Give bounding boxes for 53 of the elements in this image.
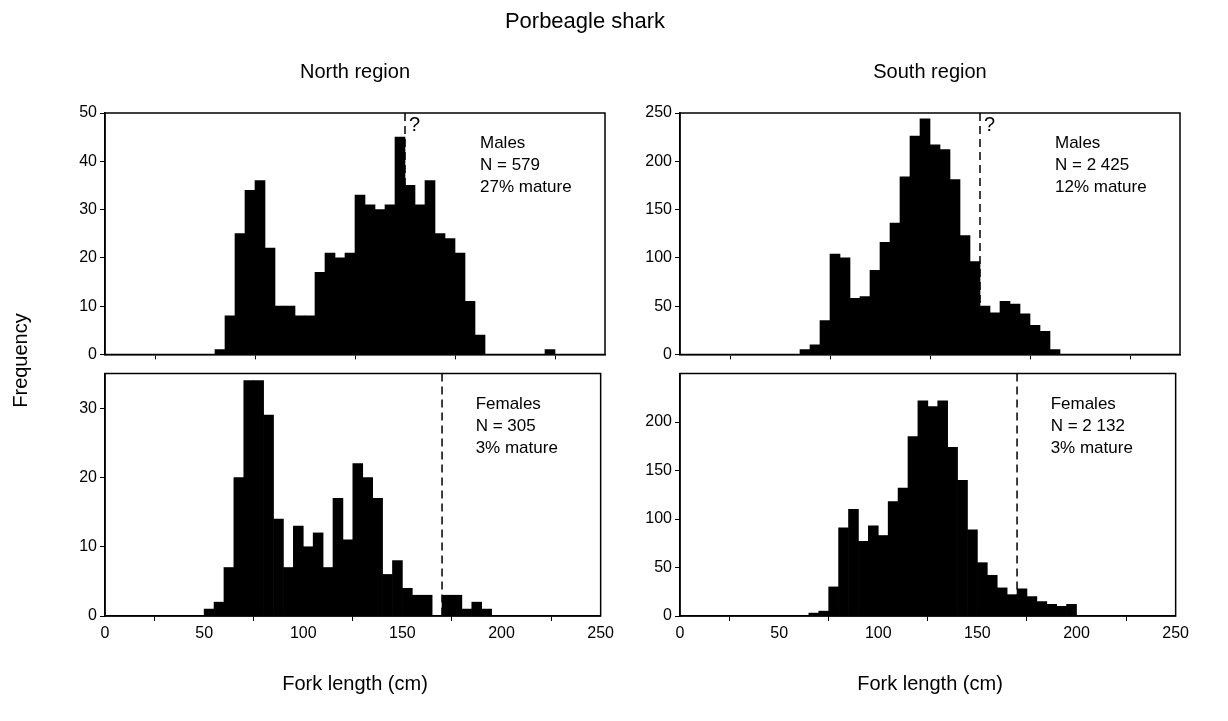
x-tick-label: 150 bbox=[389, 624, 416, 642]
y-tick-label: 100 bbox=[645, 509, 673, 527]
y-tick-label: 0 bbox=[663, 344, 673, 362]
x-axis-title: Fork length (cm) bbox=[856, 672, 1004, 695]
annotation: Females bbox=[475, 393, 541, 413]
x-tick-label: 0 bbox=[675, 624, 685, 642]
annotation: Females bbox=[1050, 393, 1116, 413]
annotation: Males bbox=[480, 133, 526, 153]
annotation: 3% mature bbox=[475, 437, 558, 457]
y-tick-label: 200 bbox=[645, 151, 673, 169]
y-tick-label: 0 bbox=[663, 606, 673, 624]
x-tick-label: 0 bbox=[100, 624, 110, 642]
x-tick-label: 50 bbox=[770, 624, 789, 642]
y-tick-label: 40 bbox=[79, 151, 98, 169]
annotation: N = 2 132 bbox=[1050, 415, 1125, 435]
annotation: N = 579 bbox=[480, 155, 541, 175]
x-tick-label: 150 bbox=[964, 624, 991, 642]
x-tick-label: 200 bbox=[488, 624, 515, 642]
ref-line-label: ? bbox=[984, 112, 996, 135]
y-tick-label: 30 bbox=[79, 398, 98, 416]
x-tick-label: 50 bbox=[195, 624, 214, 642]
y-tick-label: 20 bbox=[79, 248, 98, 266]
annotation: 3% mature bbox=[1050, 437, 1133, 457]
y-tick-label: 200 bbox=[645, 412, 673, 430]
y-tick-label: 10 bbox=[79, 296, 98, 314]
x-tick-label: 200 bbox=[1063, 624, 1090, 642]
annotation: Males bbox=[1055, 133, 1101, 153]
y-tick-label: 50 bbox=[79, 103, 98, 121]
chart-subtitle: South region bbox=[872, 60, 988, 83]
y-tick-label: 50 bbox=[654, 296, 673, 314]
y-axis-title: Frequency bbox=[8, 312, 32, 410]
y-tick-label: 100 bbox=[645, 248, 673, 266]
annotation: N = 305 bbox=[475, 415, 536, 435]
annotation: 12% mature bbox=[1055, 177, 1147, 197]
y-tick-label: 30 bbox=[79, 199, 98, 217]
ref-line-label: ? bbox=[409, 112, 421, 135]
y-tick-label: 50 bbox=[654, 557, 673, 575]
y-tick-label: 20 bbox=[79, 467, 98, 485]
y-tick-label: 150 bbox=[645, 199, 673, 217]
y-tick-label: 150 bbox=[645, 460, 673, 478]
y-tick-label: 0 bbox=[88, 344, 98, 362]
chart-subtitle: North region bbox=[298, 60, 412, 83]
x-tick-label: 250 bbox=[1162, 624, 1190, 642]
annotation: 27% mature bbox=[480, 177, 572, 197]
x-tick-label: 250 bbox=[587, 624, 615, 642]
y-tick-label: 0 bbox=[88, 606, 98, 624]
annotation: N = 2 425 bbox=[1055, 155, 1130, 175]
x-axis-title: Fork length (cm) bbox=[281, 672, 429, 695]
chart-title: Porbeagle shark bbox=[503, 8, 667, 34]
x-tick-label: 100 bbox=[289, 624, 317, 642]
y-tick-label: 250 bbox=[645, 103, 673, 121]
y-tick-label: 10 bbox=[79, 537, 98, 555]
x-tick-label: 100 bbox=[864, 624, 892, 642]
